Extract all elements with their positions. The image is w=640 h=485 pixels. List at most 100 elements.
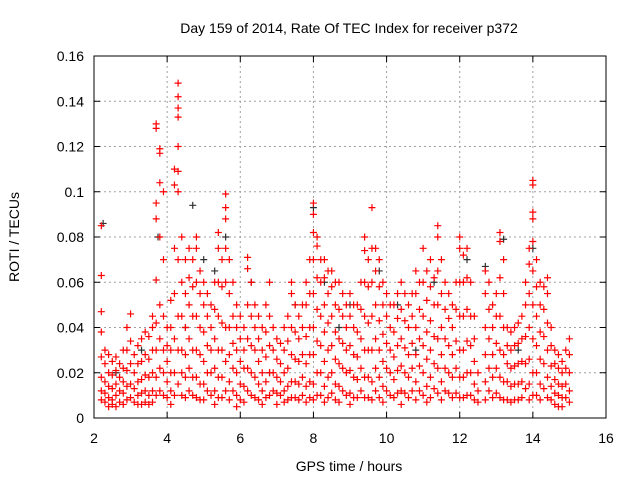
roti-point bbox=[562, 394, 570, 402]
secondary-point bbox=[200, 256, 208, 264]
roti-point bbox=[529, 215, 537, 223]
roti-point bbox=[251, 346, 259, 354]
roti-point bbox=[511, 362, 519, 370]
roti-point bbox=[320, 301, 328, 309]
roti-point bbox=[138, 400, 146, 408]
roti-point bbox=[335, 305, 343, 313]
roti-point bbox=[459, 251, 467, 259]
roti-point bbox=[554, 351, 562, 359]
roti-point bbox=[346, 366, 354, 374]
roti-point bbox=[415, 305, 423, 313]
roti-point bbox=[97, 353, 105, 361]
roti-point bbox=[434, 335, 442, 343]
roti-point bbox=[298, 373, 306, 381]
roti-point bbox=[463, 274, 471, 282]
roti-point bbox=[222, 190, 230, 198]
roti-point bbox=[324, 373, 332, 381]
y-tick-label: 0.12 bbox=[57, 139, 84, 155]
roti-point bbox=[266, 342, 274, 350]
roti-point bbox=[357, 387, 365, 395]
roti-point bbox=[149, 398, 157, 406]
roti-point bbox=[536, 301, 544, 309]
roti-point bbox=[529, 267, 537, 275]
roti-point bbox=[397, 305, 405, 313]
roti-point bbox=[130, 369, 138, 377]
roti-point bbox=[529, 301, 537, 309]
roti-point bbox=[554, 391, 562, 399]
roti-point bbox=[379, 301, 387, 309]
roti-point bbox=[522, 278, 530, 286]
roti-point bbox=[178, 312, 186, 320]
roti-point bbox=[489, 394, 497, 402]
roti-point bbox=[262, 353, 270, 361]
roti-point bbox=[236, 380, 244, 388]
roti-point bbox=[394, 366, 402, 374]
roti-point bbox=[174, 93, 182, 101]
roti-point bbox=[481, 396, 489, 404]
roti-point bbox=[229, 339, 237, 347]
roti-point bbox=[379, 357, 387, 365]
roti-point bbox=[386, 391, 394, 399]
roti-point bbox=[302, 360, 310, 368]
roti-point bbox=[214, 228, 222, 236]
roti-point bbox=[255, 396, 263, 404]
roti-point bbox=[200, 380, 208, 388]
roti-point bbox=[134, 378, 142, 386]
roti-point bbox=[258, 400, 266, 408]
roti-point bbox=[426, 394, 434, 402]
roti-point bbox=[335, 398, 343, 406]
roti-point bbox=[434, 301, 442, 309]
roti-point bbox=[152, 319, 160, 327]
roti-point bbox=[419, 342, 427, 350]
roti-point bbox=[258, 324, 266, 331]
roti-point bbox=[105, 351, 113, 359]
roti-point bbox=[105, 382, 113, 390]
roti-point bbox=[441, 364, 449, 372]
roti-point bbox=[170, 290, 178, 298]
roti-point bbox=[152, 373, 160, 381]
roti-point bbox=[372, 387, 380, 395]
roti-point bbox=[390, 328, 398, 336]
roti-point bbox=[335, 382, 343, 390]
roti-point bbox=[214, 312, 222, 320]
roti-point bbox=[101, 360, 109, 368]
roti-point bbox=[437, 256, 445, 264]
roti-point bbox=[405, 351, 413, 359]
roti-point bbox=[181, 394, 189, 402]
roti-point bbox=[445, 342, 453, 350]
roti-point bbox=[357, 335, 365, 343]
roti-point bbox=[295, 335, 303, 343]
roti-point bbox=[97, 308, 105, 316]
roti-point bbox=[397, 400, 405, 408]
roti-point bbox=[562, 346, 570, 354]
roti-point bbox=[445, 389, 453, 397]
roti-point bbox=[236, 335, 244, 343]
y-tick-label: 0.02 bbox=[57, 365, 84, 381]
roti-point bbox=[138, 335, 146, 343]
roti-point bbox=[149, 387, 157, 395]
roti-point bbox=[145, 391, 153, 399]
roti-point bbox=[313, 233, 321, 241]
y-tick-label: 0.04 bbox=[57, 320, 84, 336]
roti-point bbox=[375, 256, 383, 264]
roti-point bbox=[408, 339, 416, 347]
roti-point bbox=[364, 256, 372, 264]
roti-point bbox=[244, 364, 252, 372]
roti-point bbox=[273, 335, 281, 343]
roti-point bbox=[309, 199, 317, 207]
roti-point bbox=[320, 328, 328, 336]
roti-point bbox=[459, 278, 467, 286]
roti-point bbox=[141, 387, 149, 395]
roti-point bbox=[430, 333, 438, 341]
roti-point bbox=[302, 382, 310, 390]
roti-point bbox=[247, 312, 255, 320]
roti-point bbox=[152, 199, 160, 207]
y-tick-label: 0.14 bbox=[57, 93, 84, 109]
roti-point bbox=[203, 387, 211, 395]
roti-point bbox=[459, 394, 467, 402]
roti-point bbox=[496, 394, 504, 402]
roti-point bbox=[152, 124, 160, 132]
roti-point bbox=[361, 312, 369, 320]
roti-point bbox=[353, 301, 361, 309]
roti-point bbox=[145, 373, 153, 381]
